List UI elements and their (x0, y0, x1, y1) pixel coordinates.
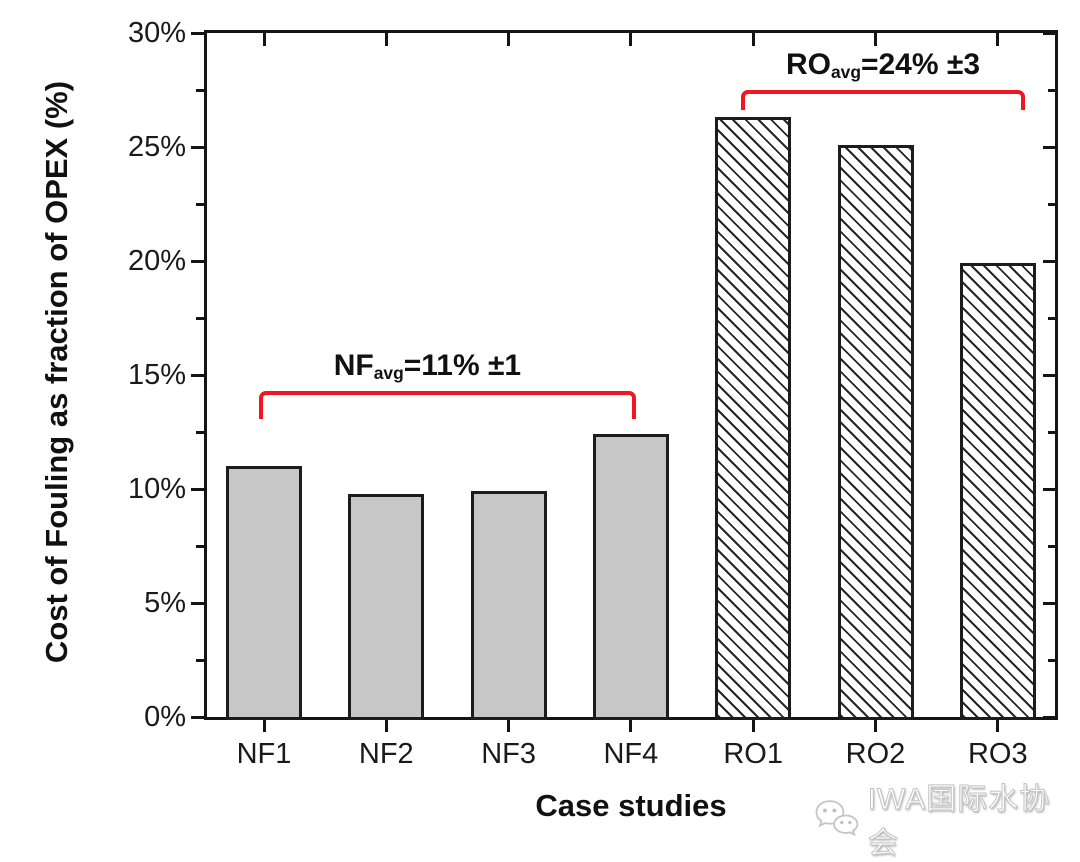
y-axis-major-tick (191, 145, 204, 149)
x-tick-label: RO3 (967, 738, 1028, 770)
y-axis-minor-tick (1048, 544, 1055, 548)
y-axis-major-tick (1043, 31, 1055, 35)
watermark-text: IWA国际水协会 (867, 783, 1051, 861)
bar-nf2 (348, 493, 425, 720)
y-axis-major-tick (191, 601, 204, 605)
annotation-nf-prefix: NF (333, 348, 374, 382)
y-axis-minor-tick (196, 430, 204, 434)
y-axis-minor-tick (196, 658, 204, 662)
x-axis-tick-bottom (384, 720, 388, 732)
annotation-ro-average: ROavg=24% ±3 (673, 46, 1080, 84)
bar-ro1 (715, 117, 792, 720)
annotation-nf-subscript: avg (373, 363, 404, 384)
nf-range-bracket (259, 390, 636, 419)
y-tick-label: 15% (127, 359, 186, 391)
y-axis-major-tick (191, 715, 204, 719)
x-axis-tick-top (751, 33, 755, 46)
y-axis-major-tick (1043, 373, 1055, 377)
x-tick-label: NF2 (358, 738, 414, 770)
y-tick-label: 10% (127, 473, 186, 505)
y-axis-major-tick (191, 31, 204, 35)
x-axis-tick-bottom (996, 720, 1000, 732)
y-axis-major-tick (1043, 601, 1055, 605)
bar-ro2 (837, 144, 914, 720)
x-tick-label: RO1 (723, 738, 783, 770)
x-tick-label: NF3 (481, 738, 536, 770)
y-axis-major-tick (1043, 487, 1055, 491)
bar-nf1 (226, 466, 302, 720)
bar-ro3 (959, 263, 1036, 720)
x-axis-tick-bottom (262, 720, 266, 732)
wechat-icon (815, 800, 859, 837)
x-axis-tick-top (507, 33, 511, 46)
y-axis-major-tick (1043, 259, 1055, 263)
y-axis-minor-tick (196, 202, 204, 206)
x-axis-tick-top (874, 33, 877, 46)
y-axis-major-tick (191, 373, 204, 377)
y-axis-minor-tick (1048, 88, 1055, 92)
ro-range-bracket (741, 90, 1025, 110)
y-axis-minor-tick (1048, 658, 1055, 662)
y-axis-minor-tick (1048, 430, 1055, 434)
x-axis-tick-bottom (507, 720, 511, 732)
y-axis-major-tick (191, 259, 204, 263)
y-tick-label: 25% (127, 131, 186, 163)
annotation-ro-prefix: RO (785, 48, 831, 81)
y-axis-minor-tick (1048, 202, 1055, 206)
x-tick-label: NF1 (236, 738, 292, 770)
fouling-cost-bar-chart: Cost of Fouling as fraction of OPEX (%) … (39, 17, 1080, 861)
x-axis-tick-top (384, 33, 388, 46)
y-axis-major-tick (191, 487, 204, 491)
y-tick-label: 20% (127, 245, 186, 277)
bar-nf4 (592, 434, 669, 720)
x-axis-tick-bottom (629, 720, 633, 732)
y-axis-major-tick (1043, 145, 1055, 149)
annotation-nf-value: =11% ±1 (403, 348, 522, 382)
watermark: IWA国际水协会 (812, 774, 1080, 862)
annotation-ro-value: =24% ±3 (860, 48, 981, 81)
x-tick-label: NF4 (603, 738, 659, 770)
x-axis-tick-bottom (751, 720, 755, 732)
y-axis-minor-tick (196, 316, 204, 320)
y-tick-label: 5% (144, 587, 186, 619)
x-tick-label: RO2 (845, 738, 906, 770)
bar-nf3 (470, 491, 547, 720)
y-tick-label: 30% (127, 17, 186, 49)
annotation-ro-subscript: avg (830, 62, 861, 83)
y-axis-minor-tick (1048, 316, 1055, 320)
x-axis-tick-bottom (874, 720, 877, 732)
x-axis-tick-top (996, 33, 1000, 46)
x-axis-tick-top (629, 33, 633, 46)
y-axis-minor-tick (196, 544, 204, 548)
x-axis-title: Case studies (535, 788, 727, 823)
y-axis-minor-tick (196, 88, 204, 92)
y-tick-label: 0% (144, 701, 186, 733)
y-axis-major-tick (1043, 715, 1055, 719)
x-axis-tick-top (262, 33, 266, 46)
annotation-nf-average: NFavg=11% ±1 (217, 347, 637, 385)
